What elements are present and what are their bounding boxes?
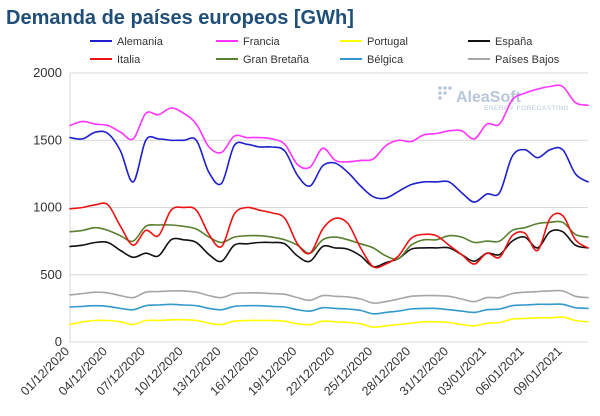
legend-label: Bélgica <box>367 54 404 66</box>
legend-label: Portugal <box>367 36 408 48</box>
logo-tagline: ENERGY FORECASTING <box>484 105 569 112</box>
legend-item-francia: Francia <box>216 36 281 48</box>
logo-dot <box>443 91 447 95</box>
y-tick-label: 1500 <box>33 132 62 147</box>
y-axis: 0 500 1000 1500 2000 <box>33 65 62 349</box>
series-line-italia <box>69 202 589 269</box>
logo-brand: AleaSoft <box>456 89 522 106</box>
legend-label: Italia <box>117 54 141 66</box>
legend-item-alemania: Alemania <box>90 36 164 48</box>
series-line-espana <box>69 229 589 268</box>
legend: Alemania Francia Portugal España Italia Gran … <box>90 36 560 66</box>
legend-label: Países Bajos <box>495 54 560 66</box>
grid <box>69 72 588 343</box>
series-line-paises-bajos <box>69 289 589 304</box>
series-line-belgica <box>69 303 589 315</box>
series-line-francia <box>69 84 589 170</box>
x-axis: 01/12/202004/12/202007/12/202010/12/2020… <box>18 344 565 398</box>
legend-item-italia: Italia <box>90 54 141 66</box>
legend-label: España <box>495 36 533 48</box>
y-tick-label: 1000 <box>33 200 62 215</box>
series-line-gran-bretana <box>69 220 589 260</box>
logo-dot <box>438 96 442 100</box>
legend-label: Gran Bretaña <box>243 54 310 66</box>
logo-dot <box>438 91 442 95</box>
legend-label: Francia <box>243 36 281 48</box>
logo-dot <box>438 86 442 90</box>
logo-dot <box>443 86 447 90</box>
y-tick-label: 500 <box>40 267 62 282</box>
legend-item-gran-bretana: Gran Bretaña <box>216 54 310 66</box>
y-tick-label: 2000 <box>33 65 62 80</box>
legend-item-paises-bajos: Países Bajos <box>468 54 560 66</box>
y-tick-label: 0 <box>55 334 62 349</box>
chart-title: Demanda de países europeos [GWh] <box>6 7 354 29</box>
legend-item-belgica: Bélgica <box>340 54 404 66</box>
plot-area <box>69 84 589 329</box>
legend-item-portugal: Portugal <box>340 36 408 48</box>
series-line-alemania <box>69 130 589 203</box>
legend-item-espana: España <box>468 36 533 48</box>
series-line-portugal <box>69 316 589 329</box>
legend-label: Alemania <box>117 36 164 48</box>
logo-dot <box>448 86 452 90</box>
